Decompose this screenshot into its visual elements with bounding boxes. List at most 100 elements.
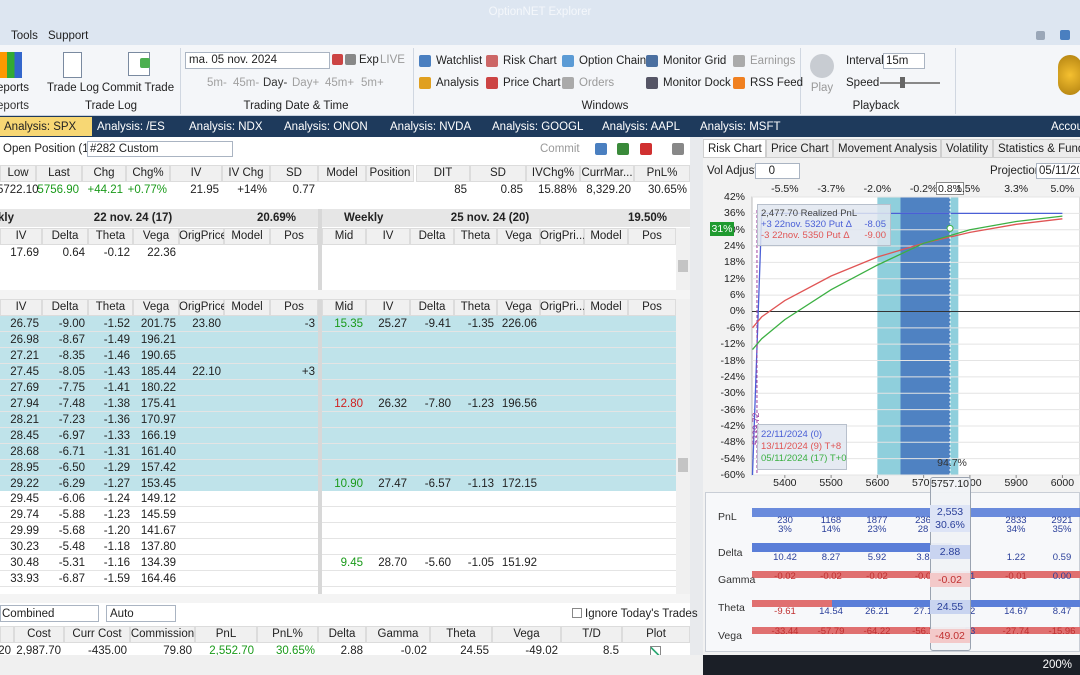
step-button[interactable]: 45m+ (325, 77, 355, 89)
column-header: OrigPri... (540, 301, 586, 313)
chain-row (0, 507, 318, 524)
window-button[interactable]: Price Chart (503, 77, 561, 89)
tab[interactable]: Analysis: AAPL (602, 121, 680, 133)
column-header: Chg (93, 167, 115, 179)
checkbox[interactable] (572, 608, 582, 618)
column-header: Curr Cost (72, 628, 122, 640)
window-button[interactable]: Earnings (750, 55, 796, 67)
window-button[interactable]: Risk Chart (503, 55, 557, 67)
date-value[interactable]: ma. 05 nov. 2024 (189, 54, 278, 66)
cell: -8.35 (58, 349, 85, 362)
column-header: Pos (284, 230, 304, 242)
ribbon-button[interactable]: Trade Log (47, 82, 99, 94)
window-button[interactable]: Monitor Dock (663, 77, 731, 89)
scroll-thumb[interactable] (678, 260, 688, 272)
cell: 26.32 (378, 397, 407, 410)
tab[interactable]: Analysis: NVDA (390, 121, 472, 133)
position-select[interactable] (87, 141, 233, 157)
live-button[interactable]: LIVE (380, 54, 405, 66)
series-legend (757, 424, 847, 470)
cell: 170.97 (140, 413, 176, 426)
active-tab[interactable] (0, 117, 92, 136)
current-value: -0.02 (930, 573, 970, 587)
cell: 10.90 (334, 477, 363, 490)
cell: +0.77% (127, 184, 167, 196)
interval-value[interactable]: 15m (886, 55, 909, 67)
group-select[interactable] (0, 605, 99, 622)
column-header: T/D (582, 628, 601, 640)
play-label[interactable]: Play (810, 82, 834, 94)
tab[interactable]: Price Chart (771, 143, 829, 155)
menu-item[interactable]: Support (48, 30, 89, 42)
interval-select[interactable] (883, 53, 925, 69)
window-button[interactable]: RSS Feed (750, 77, 804, 89)
projection-input[interactable] (1036, 163, 1080, 179)
date-input[interactable] (185, 52, 330, 69)
cell: 196.56 (501, 397, 537, 410)
step-button[interactable]: Day+ (292, 77, 320, 89)
y-tick-label: -12% (720, 338, 745, 351)
window-button[interactable]: Monitor Grid (663, 55, 727, 67)
vol-input[interactable] (755, 163, 800, 179)
tab[interactable] (993, 139, 1080, 158)
group-value[interactable]: Combined (2, 608, 55, 620)
tab[interactable]: Volatility (946, 143, 989, 155)
tab[interactable]: Analysis: NDX (189, 121, 263, 133)
mode-value[interactable]: Auto (110, 608, 134, 620)
step-button[interactable]: 5m- (207, 77, 227, 89)
step-button[interactable]: 45m- (233, 77, 260, 89)
commit-button[interactable]: Commit (540, 143, 580, 155)
window-button[interactable]: Analysis (436, 77, 479, 89)
chain-iv: 20.69% (256, 212, 296, 224)
chain-row (322, 316, 676, 332)
ribbon-button[interactable]: Reports (0, 82, 29, 94)
scenario-value: 230 (777, 515, 793, 526)
menu-item[interactable]: Tools (11, 30, 38, 42)
column-header: Vega (142, 230, 170, 242)
tab[interactable]: Statistics & Fundamentals (998, 143, 1080, 155)
scroll-thumb[interactable] (678, 458, 688, 472)
tab[interactable]: Analysis: SPX (4, 121, 77, 133)
speed-slider[interactable] (880, 82, 940, 84)
mode-select[interactable] (106, 605, 176, 622)
ignore-label[interactable]: Ignore Today's Trades (585, 608, 698, 620)
account-tab[interactable]: Account (1051, 121, 1080, 133)
column-header: Model (231, 301, 263, 313)
step-button[interactable]: 5m+ (361, 77, 384, 89)
chain-row (322, 459, 676, 476)
tab[interactable]: Analysis: /ES (97, 121, 165, 133)
step-button[interactable]: Day- (263, 77, 288, 89)
close-tab[interactable] (73, 121, 83, 133)
tab[interactable] (766, 139, 833, 158)
exp-button[interactable]: Exp (359, 54, 379, 66)
legend-text: +3 22nov. 5320 Put Δ (761, 219, 852, 230)
tab[interactable]: Analysis: MSFT (700, 121, 781, 133)
projection-value[interactable]: 05/11/2024 (1039, 165, 1079, 177)
tab[interactable] (833, 139, 941, 158)
slider-thumb[interactable] (900, 77, 905, 88)
vol-value[interactable]: 0 (768, 165, 775, 177)
column-header: Pos (284, 301, 304, 313)
window-button[interactable]: Orders (579, 77, 615, 89)
group-label: Trading Date & Time (243, 100, 349, 112)
ribbon-button[interactable]: Commit Trade (101, 82, 175, 94)
step-back[interactable] (188, 76, 200, 90)
tab[interactable]: Risk Chart (708, 143, 762, 155)
window-button[interactable]: Watchlist (436, 55, 483, 67)
chain-row (0, 363, 318, 380)
tab[interactable]: Movement Analysis (838, 143, 938, 155)
header-cell (410, 299, 454, 316)
tab[interactable]: Analysis: ONON (284, 121, 368, 133)
cell: -7.23 (58, 413, 85, 426)
tab[interactable] (941, 139, 993, 158)
chain-row (322, 491, 676, 508)
icon (486, 77, 498, 89)
window-button[interactable]: Option Chain (579, 55, 647, 67)
tab[interactable] (703, 139, 766, 158)
play-button[interactable] (810, 54, 834, 78)
header-cell (366, 299, 410, 316)
column-header: Vega (505, 301, 532, 313)
position-value[interactable]: #282 Custom (90, 143, 159, 155)
tab[interactable]: Analysis: GOOGL (492, 121, 584, 133)
